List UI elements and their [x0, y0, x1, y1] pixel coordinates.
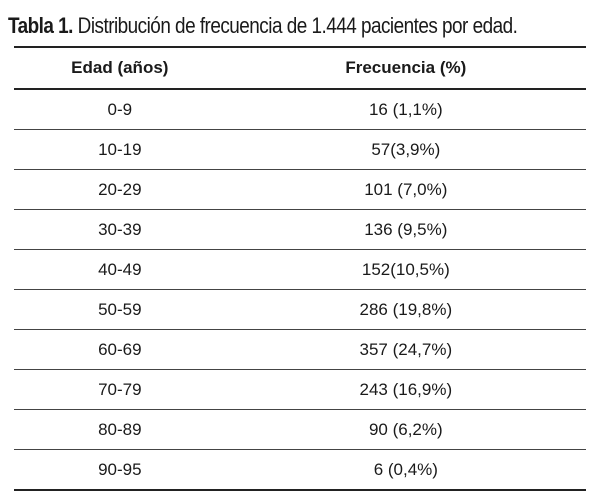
- frequency-cell: 6 (0,4%): [225, 449, 586, 491]
- age-cell: 70-79: [14, 369, 226, 410]
- frequency-cell: 90 (6,2%): [225, 409, 586, 450]
- age-cell: 90-95: [14, 449, 226, 491]
- caption-text: Distribución de frecuencia de 1.444 paci…: [77, 13, 518, 38]
- frequency-cell: 16 (1,1%): [225, 89, 586, 130]
- table-row: 0-9 16 (1,1%): [14, 89, 586, 130]
- table-row: 10-19 57(3,9%): [14, 129, 586, 170]
- table-row: 70-79 243 (16,9%): [14, 369, 586, 410]
- table-row: 60-69 357 (24,7%): [14, 329, 586, 370]
- frequency-cell: 152(10,5%): [225, 249, 586, 290]
- table-row: 90-95 6 (0,4%): [14, 449, 586, 491]
- caption-label: Tabla 1.: [8, 13, 73, 38]
- table-row: 80-89 90 (6,2%): [14, 409, 586, 450]
- age-cell: 0-9: [14, 89, 226, 130]
- table-header-row: Edad (años) Frecuencia (%): [14, 47, 586, 89]
- header-frequency: Frecuencia (%): [345, 58, 467, 77]
- age-frequency-table: Edad (años) Frecuencia (%) 0-9 16 (1,1%)…: [14, 46, 586, 491]
- header-age: Edad (años): [71, 58, 169, 77]
- age-cell: 80-89: [14, 409, 226, 450]
- age-cell: 50-59: [14, 289, 226, 330]
- age-cell: 40-49: [14, 249, 226, 290]
- frequency-cell: 243 (16,9%): [225, 369, 586, 410]
- table-row: 20-29 101 (7,0%): [14, 169, 586, 210]
- age-cell: 60-69: [14, 329, 226, 370]
- frequency-cell: 286 (19,8%): [225, 289, 586, 330]
- table-caption: Tabla 1. Distribución de frecuencia de 1…: [8, 12, 518, 40]
- frequency-cell: 357 (24,7%): [225, 329, 586, 370]
- frequency-cell: 101 (7,0%): [225, 169, 586, 210]
- age-cell: 30-39: [14, 209, 226, 250]
- age-cell: 20-29: [14, 169, 226, 210]
- table-row: 40-49 152(10,5%): [14, 249, 586, 290]
- age-cell: 10-19: [14, 129, 226, 170]
- table-row: 50-59 286 (19,8%): [14, 289, 586, 330]
- frequency-cell: 136 (9,5%): [225, 209, 586, 250]
- frequency-cell: 57(3,9%): [225, 129, 586, 170]
- table-row: 30-39 136 (9,5%): [14, 209, 586, 250]
